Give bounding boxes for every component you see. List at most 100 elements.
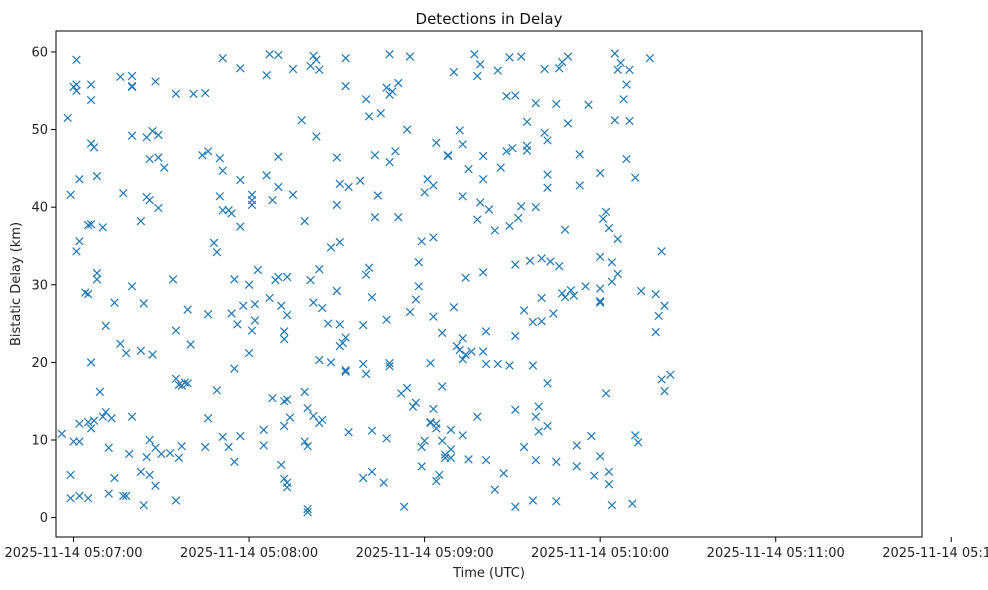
data-point [467,347,476,356]
data-point [429,312,438,321]
data-point [227,209,236,218]
data-point [148,350,157,359]
data-point [595,298,605,307]
data-point [142,452,151,462]
data-point [303,441,312,451]
data-point [458,355,467,364]
data-point [511,91,520,100]
data-point [552,497,561,506]
y-tick-label: 20 [31,356,48,371]
data-point [361,369,371,379]
data-point [458,431,467,440]
data-point [432,138,441,147]
data-point [107,414,116,423]
y-tick-label: 0 [40,511,48,526]
data-point [394,213,403,222]
data-point [373,191,383,200]
data-point [98,412,108,421]
data-point [277,301,286,310]
data-point [379,478,388,487]
data-point [335,320,345,329]
data-point [426,358,435,368]
x-tick-label: 2025-11-14 05:11:00 [707,546,845,561]
data-point [446,453,456,463]
data-point [72,86,81,95]
data-point [361,95,371,104]
data-point [239,301,248,310]
data-point [432,476,441,486]
data-point [198,150,207,160]
data-point [473,215,482,224]
data-point [590,471,599,480]
data-point [66,470,75,480]
data-point [435,470,444,480]
data-point [227,309,236,318]
data-point [452,341,462,351]
data-point [148,126,157,136]
data-point [473,412,482,421]
data-point [554,261,564,271]
data-point [277,460,286,470]
data-point [268,195,277,205]
data-point [514,213,523,223]
y-tick-label: 50 [31,123,48,138]
data-point [417,237,426,246]
data-point [279,421,289,431]
data-point [124,449,134,459]
data-point [309,411,318,421]
data-point [189,89,198,99]
data-point [370,213,380,222]
data-point [66,190,75,199]
data-point [449,67,459,77]
data-point [215,154,225,163]
data-point [180,378,189,387]
data-point [268,393,277,403]
data-point [186,340,195,349]
data-point [303,504,312,514]
data-point [505,221,514,231]
data-point [531,98,541,108]
data-point [279,474,289,484]
data-point [341,367,350,376]
x-tick-label: 2025-11-14 05:07:00 [5,546,143,561]
data-point [552,457,561,466]
data-point [92,268,102,278]
data-point [437,382,447,391]
data-point [511,260,520,269]
data-point [437,328,447,338]
data-point [531,455,541,465]
data-point [437,436,447,445]
data-point [139,500,148,510]
data-point [429,233,438,242]
data-point [493,66,503,75]
data-point [127,412,137,421]
data-point [502,147,511,156]
data-point [607,500,617,510]
data-point [519,442,529,452]
data-point [110,473,119,483]
data-point [154,130,163,140]
data-point [370,150,380,160]
data-point [300,216,309,226]
data-point [528,496,538,505]
data-point [312,132,321,141]
data-point [332,286,342,296]
data-point [367,467,377,477]
data-point [265,50,274,59]
data-point [110,298,119,307]
data-point [259,425,268,435]
data-point [151,77,160,86]
data-point [335,179,345,189]
data-point [309,298,318,307]
data-point [505,361,514,370]
data-point [344,428,353,437]
data-point [230,275,239,284]
data-point [92,275,102,284]
data-point [481,455,491,465]
data-point [165,448,175,458]
data-point [405,52,415,61]
data-point [464,164,473,174]
y-tick-label: 60 [31,45,48,60]
data-point [610,49,620,58]
data-point [619,95,628,104]
